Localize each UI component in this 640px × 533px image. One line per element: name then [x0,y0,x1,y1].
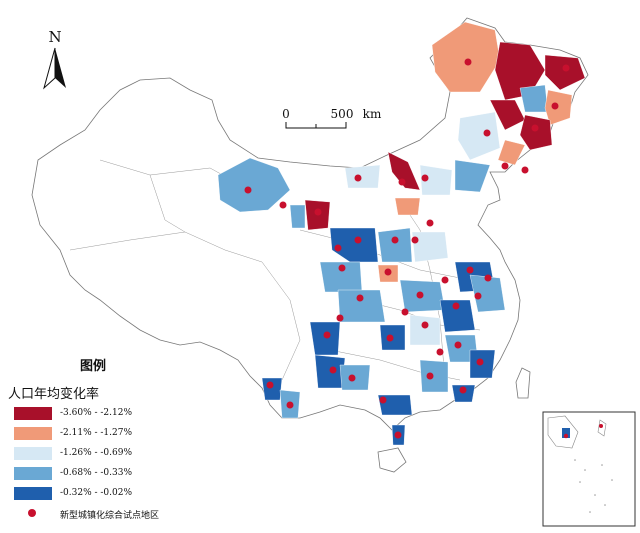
scale-unit: km [363,107,382,121]
pilot-area-points [244,58,570,439]
legend-label: -3.60% - -2.12% [60,408,133,418]
south-china-sea-inset [542,411,636,527]
legend-swatch [14,427,52,440]
legend-label: -1.26% - -0.69% [60,448,133,458]
legend-label: 新型城镇化综合试点地区 [60,511,160,521]
legend-swatch [14,447,52,460]
scale-bar: 0 500 km [282,107,382,129]
scale-end: 500 [331,107,354,121]
north-arrow-icon: N [43,28,66,90]
legend-title: 图例 [80,359,107,374]
legend-label: -2.11% - -1.27% [60,428,133,438]
hainan-island [377,447,407,473]
pilot-dot-icon [28,509,36,517]
legend-label: -0.68% - -0.33% [60,468,133,478]
legend-swatch [14,487,52,500]
legend-swatch [14,407,52,420]
north-label: N [48,28,61,46]
scale-start: 0 [282,107,290,121]
taiwan-island [515,367,531,399]
legend-swatch [14,467,52,480]
legend-label: -0.32% - -0.02% [60,488,133,498]
legend-subtitle: 人口年均变化率 [8,387,100,402]
